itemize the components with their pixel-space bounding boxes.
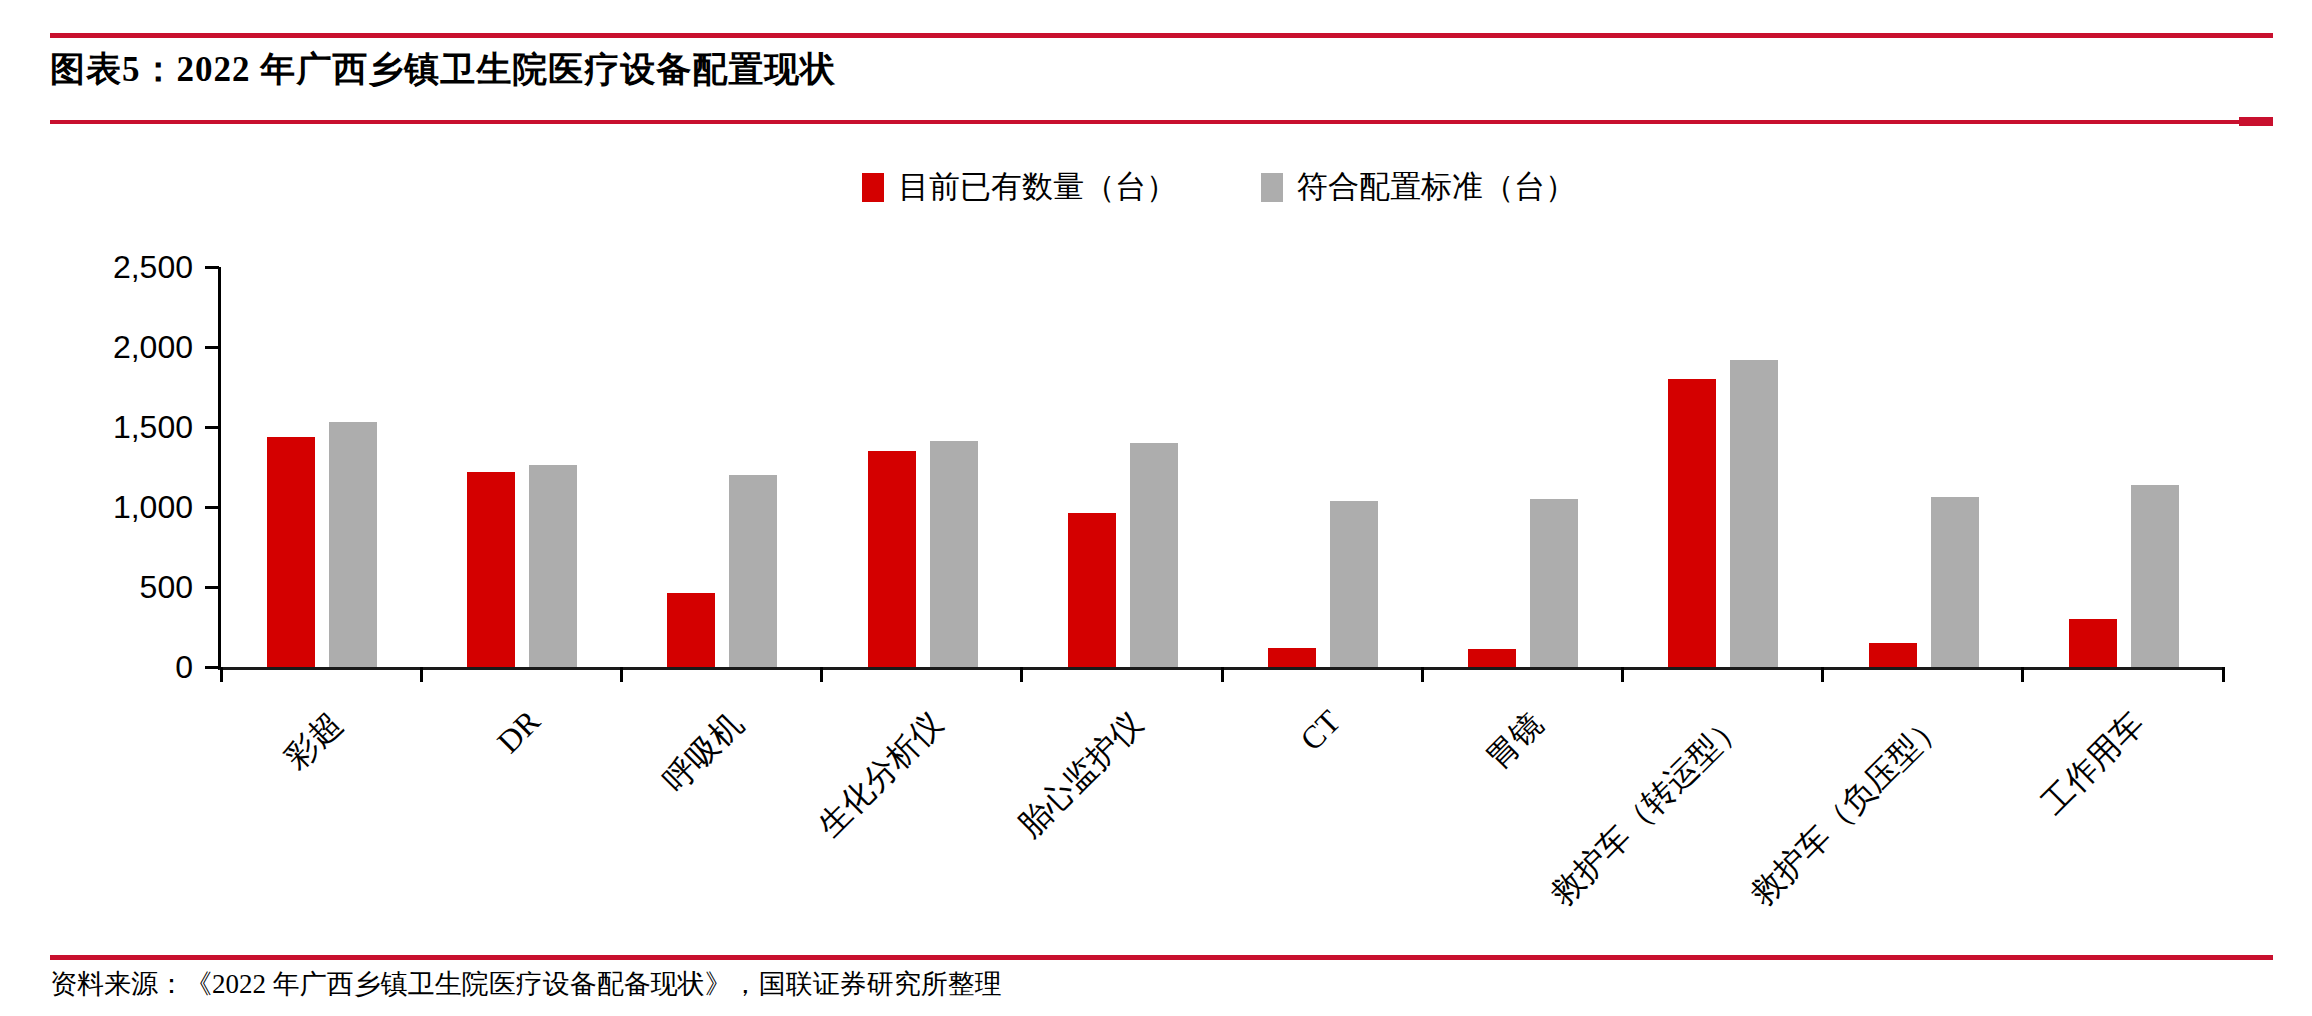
- x-axis-tick: [1020, 667, 1023, 682]
- y-axis-label: 2,500: [113, 249, 193, 286]
- x-axis-tick: [220, 667, 223, 682]
- x-axis-category-label: 救护车（转运型）: [1541, 703, 1753, 915]
- x-axis-category-label: 生化分析仪: [809, 703, 953, 847]
- y-axis-tick: [205, 266, 219, 269]
- y-axis-tick: [205, 506, 219, 509]
- bottom-accent-rule: [50, 955, 2273, 960]
- bar-standard: [2131, 485, 2179, 667]
- x-axis-category-label: DR: [490, 703, 548, 761]
- source-note: 资料来源：《2022 年广西乡镇卫生院医疗设备配备现状》，国联证券研究所整理: [50, 966, 1002, 1002]
- bar-current: [1068, 513, 1116, 667]
- x-axis-category-label: 呼吸机: [654, 703, 753, 802]
- chart-legend: 目前已有数量（台） 符合配置标准（台）: [218, 166, 2220, 208]
- x-axis-category-label: 工作用车: [2032, 703, 2154, 825]
- y-axis-tick: [205, 426, 219, 429]
- bar-standard: [1530, 499, 1578, 667]
- bar-current: [667, 593, 715, 667]
- bar-current: [467, 472, 515, 667]
- x-axis-category-label: 救护车（负压型）: [1742, 703, 1954, 915]
- x-axis-tick: [1421, 667, 1424, 682]
- title-divider-rule: [50, 120, 2273, 124]
- bar-current: [1668, 379, 1716, 667]
- bar-standard: [1730, 360, 1778, 667]
- legend-label-current: 目前已有数量（台）: [898, 166, 1177, 208]
- title-divider-accent: [2239, 117, 2273, 126]
- y-axis-label: 500: [140, 569, 193, 606]
- y-axis-tick: [205, 346, 219, 349]
- bar-chart-plot-area: 05001,0001,5002,0002,500彩超DR呼吸机生化分析仪胎心监护…: [218, 267, 2223, 670]
- x-axis-tick: [1221, 667, 1224, 682]
- figure-title: 图表5：2022 年广西乡镇卫生院医疗设备配置现状: [50, 46, 836, 93]
- x-axis-category-label: 胃镜: [1477, 703, 1553, 779]
- y-axis-tick: [205, 666, 219, 669]
- bar-standard: [1130, 443, 1178, 667]
- legend-label-standard: 符合配置标准（台）: [1297, 166, 1576, 208]
- x-axis-category-label: 胎心监护仪: [1009, 703, 1153, 847]
- x-axis-tick: [820, 667, 823, 682]
- x-axis-tick: [420, 667, 423, 682]
- bar-current: [1268, 648, 1316, 667]
- x-axis-tick: [1821, 667, 1824, 682]
- bar-standard: [529, 465, 577, 667]
- y-axis-label: 0: [175, 649, 193, 686]
- x-axis-category-label: CT: [1293, 703, 1348, 758]
- bar-standard: [1931, 497, 1979, 667]
- bar-current: [868, 451, 916, 667]
- y-axis-label: 1,000: [113, 489, 193, 526]
- legend-item-current: 目前已有数量（台）: [862, 166, 1177, 208]
- bar-standard: [729, 475, 777, 667]
- bar-current: [267, 437, 315, 667]
- bar-current: [2069, 619, 2117, 667]
- y-axis-label: 2,000: [113, 329, 193, 366]
- bar-standard: [329, 422, 377, 667]
- x-axis-tick: [2021, 667, 2024, 682]
- top-accent-rule: [50, 33, 2273, 38]
- x-axis-tick: [2222, 667, 2225, 682]
- legend-item-standard: 符合配置标准（台）: [1261, 166, 1576, 208]
- bar-current: [1869, 643, 1917, 667]
- y-axis-label: 1,500: [113, 409, 193, 446]
- legend-swatch-gray: [1261, 173, 1283, 202]
- legend-swatch-red: [862, 173, 884, 202]
- x-axis-tick: [1621, 667, 1624, 682]
- x-axis-category-label: 彩超: [276, 703, 352, 779]
- bar-standard: [930, 441, 978, 667]
- x-axis-tick: [620, 667, 623, 682]
- report-figure-page: 图表5：2022 年广西乡镇卫生院医疗设备配置现状 目前已有数量（台） 符合配置…: [0, 0, 2312, 1016]
- bar-standard: [1330, 501, 1378, 667]
- y-axis-tick: [205, 586, 219, 589]
- bar-current: [1468, 649, 1516, 667]
